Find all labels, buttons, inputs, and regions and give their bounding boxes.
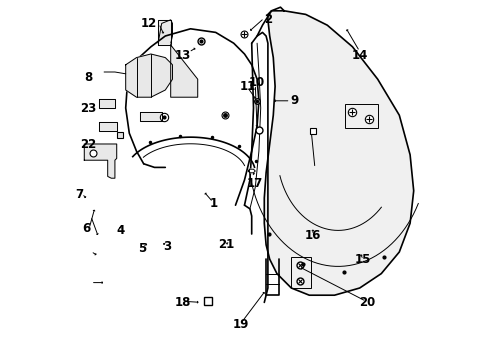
Text: 12: 12 — [141, 17, 157, 30]
Text: 9: 9 — [290, 94, 299, 107]
Text: 3: 3 — [163, 240, 171, 253]
Polygon shape — [125, 54, 172, 97]
Text: 5: 5 — [138, 242, 146, 255]
Text: 2: 2 — [264, 13, 271, 26]
Text: 13: 13 — [175, 49, 191, 62]
Polygon shape — [140, 112, 162, 121]
Polygon shape — [170, 45, 197, 97]
Text: 18: 18 — [175, 296, 191, 309]
Polygon shape — [99, 99, 115, 108]
Text: 4: 4 — [116, 224, 124, 237]
Text: 21: 21 — [218, 238, 234, 251]
Text: 14: 14 — [351, 49, 367, 62]
Text: 20: 20 — [358, 296, 374, 309]
Text: 19: 19 — [232, 318, 248, 330]
Polygon shape — [247, 169, 255, 173]
Text: 23: 23 — [80, 102, 96, 114]
Text: 16: 16 — [304, 229, 321, 242]
Polygon shape — [84, 144, 117, 178]
Text: 22: 22 — [80, 138, 96, 150]
Text: 11: 11 — [240, 80, 256, 93]
Text: 6: 6 — [82, 222, 90, 235]
Text: 7: 7 — [75, 188, 83, 201]
Text: 15: 15 — [354, 253, 371, 266]
Bar — [291, 257, 310, 288]
Bar — [345, 104, 377, 128]
Polygon shape — [158, 20, 170, 45]
Text: 10: 10 — [248, 76, 264, 89]
Text: 17: 17 — [246, 177, 263, 190]
Text: 1: 1 — [209, 197, 218, 210]
Polygon shape — [99, 122, 117, 131]
Polygon shape — [264, 11, 413, 295]
Text: 8: 8 — [83, 71, 92, 84]
